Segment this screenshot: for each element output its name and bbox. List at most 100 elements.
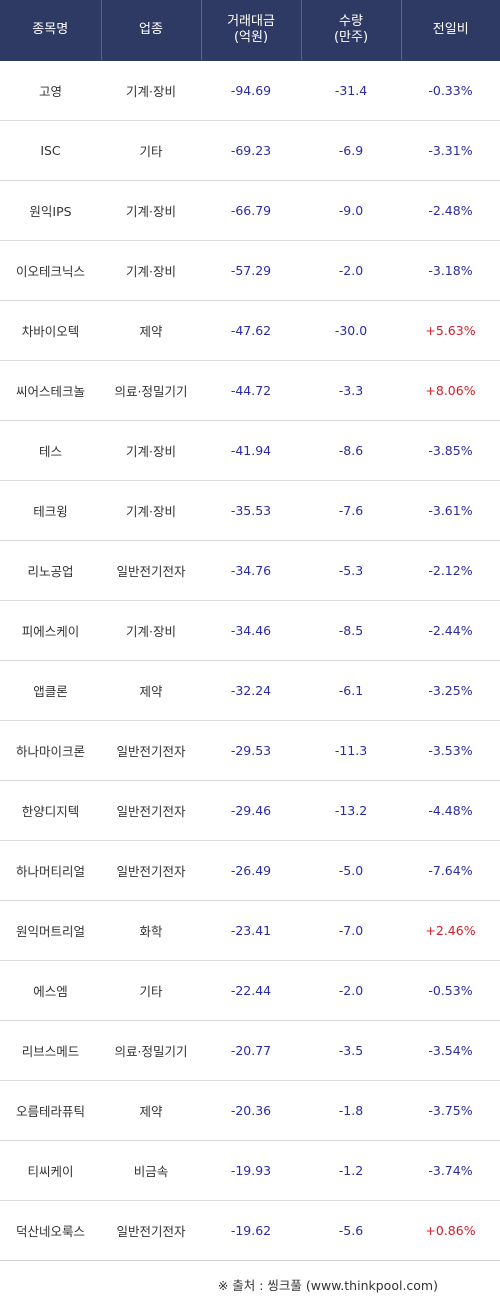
cell-name: 차바이오텍 — [0, 300, 101, 361]
cell-volume: -3.3 — [301, 360, 401, 421]
cell-volume: -5.0 — [301, 840, 401, 901]
cell-sector: 일반전기전자 — [101, 840, 201, 901]
header-sector: 업종 — [101, 0, 202, 61]
cell-amount: -32.24 — [201, 660, 301, 721]
cell-name: 티씨케이 — [0, 1140, 101, 1201]
cell-name: ISC — [0, 120, 101, 181]
cell-name: 한양디지텍 — [0, 780, 101, 841]
cell-change: -2.48% — [401, 180, 500, 241]
cell-sector: 기계·장비 — [101, 60, 201, 121]
cell-volume: -5.3 — [301, 540, 401, 601]
cell-sector: 기계·장비 — [101, 240, 201, 301]
cell-volume: -1.2 — [301, 1140, 401, 1201]
table-row: 하나마이크론 일반전기전자 -29.53 -11.3 -3.53% — [0, 720, 500, 781]
cell-name: 고영 — [0, 60, 101, 121]
cell-name: 피에스케이 — [0, 600, 101, 661]
cell-change: +2.46% — [401, 900, 500, 961]
cell-amount: -94.69 — [201, 60, 301, 121]
cell-sector: 기계·장비 — [101, 480, 201, 541]
cell-sector: 기계·장비 — [101, 420, 201, 481]
cell-change: -3.18% — [401, 240, 500, 301]
cell-amount: -41.94 — [201, 420, 301, 481]
cell-name: 앱클론 — [0, 660, 101, 721]
cell-change: -2.44% — [401, 600, 500, 661]
table-row: 에스엠 기타 -22.44 -2.0 -0.53% — [0, 960, 500, 1021]
table-header: 종목명 업종 거래대금 (억원) 수량 (만주) 전일비 — [0, 0, 500, 61]
cell-sector: 기타 — [101, 120, 201, 181]
cell-sector: 일반전기전자 — [101, 780, 201, 841]
table-row: 원익머트리얼 화학 -23.41 -7.0 +2.46% — [0, 900, 500, 961]
cell-sector: 기타 — [101, 960, 201, 1021]
table-row: 테스 기계·장비 -41.94 -8.6 -3.85% — [0, 420, 500, 481]
cell-volume: -9.0 — [301, 180, 401, 241]
cell-amount: -44.72 — [201, 360, 301, 421]
table-row: 티씨케이 비금속 -19.93 -1.2 -3.74% — [0, 1140, 500, 1201]
cell-change: -3.54% — [401, 1020, 500, 1081]
cell-amount: -29.53 — [201, 720, 301, 781]
cell-name: 이오테크닉스 — [0, 240, 101, 301]
cell-amount: -22.44 — [201, 960, 301, 1021]
cell-sector: 제약 — [101, 1080, 201, 1141]
table-row: 리브스메드 의료·정밀기기 -20.77 -3.5 -3.54% — [0, 1020, 500, 1081]
table-row: 원익IPS 기계·장비 -66.79 -9.0 -2.48% — [0, 180, 500, 241]
cell-volume: -7.0 — [301, 900, 401, 961]
cell-volume: -7.6 — [301, 480, 401, 541]
cell-sector: 비금속 — [101, 1140, 201, 1201]
cell-volume: -3.5 — [301, 1020, 401, 1081]
cell-name: 에스엠 — [0, 960, 101, 1021]
cell-change: +5.63% — [401, 300, 500, 361]
cell-name: 하나마이크론 — [0, 720, 101, 781]
cell-volume: -1.8 — [301, 1080, 401, 1141]
cell-sector: 제약 — [101, 300, 201, 361]
table-row: ISC 기타 -69.23 -6.9 -3.31% — [0, 120, 500, 181]
cell-change: -0.53% — [401, 960, 500, 1021]
cell-name: 테스 — [0, 420, 101, 481]
header-change: 전일비 — [401, 0, 500, 61]
cell-volume: -30.0 — [301, 300, 401, 361]
cell-change: -3.74% — [401, 1140, 500, 1201]
cell-amount: -66.79 — [201, 180, 301, 241]
cell-amount: -19.93 — [201, 1140, 301, 1201]
table-row: 고영 기계·장비 -94.69 -31.4 -0.33% — [0, 60, 500, 121]
cell-name: 오름테라퓨틱 — [0, 1080, 101, 1141]
table-body: 고영 기계·장비 -94.69 -31.4 -0.33% ISC 기타 -69.23 -6.9-… — [0, 60, 500, 1261]
cell-volume: -5.6 — [301, 1200, 401, 1261]
table-row: 오름테라퓨틱 제약 -20.36 -1.8 -3.75% — [0, 1080, 500, 1141]
cell-sector: 기계·장비 — [101, 600, 201, 661]
table-row: 씨어스테크놀 의료·정밀기기 -44.72 -3.3 +8.06% — [0, 360, 500, 421]
cell-name: 원익머트리얼 — [0, 900, 101, 961]
cell-change: -3.75% — [401, 1080, 500, 1141]
cell-name: 하나머티리얼 — [0, 840, 101, 901]
cell-volume: -2.0 — [301, 960, 401, 1021]
cell-amount: -26.49 — [201, 840, 301, 901]
header-name: 종목명 — [0, 0, 102, 61]
cell-amount: -69.23 — [201, 120, 301, 181]
cell-sector: 제약 — [101, 660, 201, 721]
cell-change: -2.12% — [401, 540, 500, 601]
cell-change: -0.33% — [401, 60, 500, 121]
cell-amount: -19.62 — [201, 1200, 301, 1261]
cell-amount: -29.46 — [201, 780, 301, 841]
cell-amount: -34.46 — [201, 600, 301, 661]
cell-name: 덕산네오룩스 — [0, 1200, 101, 1261]
cell-change: -3.25% — [401, 660, 500, 721]
cell-volume: -2.0 — [301, 240, 401, 301]
cell-volume: -8.6 — [301, 420, 401, 481]
cell-amount: -20.77 — [201, 1020, 301, 1081]
stock-table: 종목명 업종 거래대금 (억원) 수량 (만주) 전일비 고영 기계·장비 -94.69… — [0, 0, 500, 1261]
cell-sector: 일반전기전자 — [101, 1200, 201, 1261]
cell-amount: -57.29 — [201, 240, 301, 301]
cell-amount: -23.41 — [201, 900, 301, 961]
cell-amount: -35.53 — [201, 480, 301, 541]
cell-name: 씨어스테크놀 — [0, 360, 101, 421]
table-row: 차바이오텍 제약 -47.62 -30.0 +5.63% — [0, 300, 500, 361]
table-row: 앱클론 제약 -32.24 -6.1 -3.25% — [0, 660, 500, 721]
cell-change: -7.64% — [401, 840, 500, 901]
cell-change: -3.61% — [401, 480, 500, 541]
cell-name: 리브스메드 — [0, 1020, 101, 1081]
table-row: 테크윙 기계·장비 -35.53 -7.6 -3.61% — [0, 480, 500, 541]
source-note: ※ 출처 : 씽크풀 (www.thinkpool.com) — [217, 1278, 438, 1293]
cell-change: -3.85% — [401, 420, 500, 481]
cell-volume: -6.9 — [301, 120, 401, 181]
